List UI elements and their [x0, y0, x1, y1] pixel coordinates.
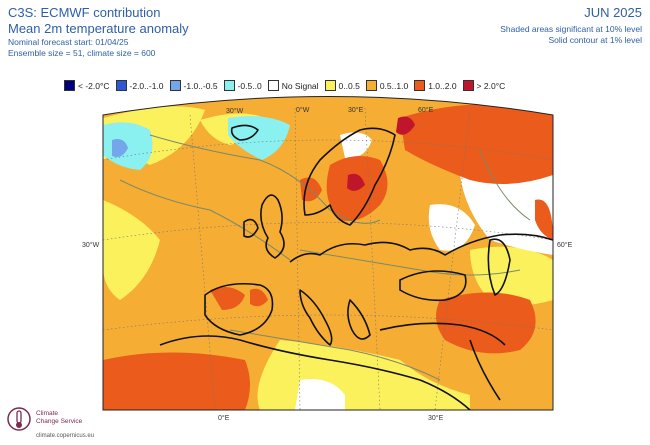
anomaly-patch-gt-2.0	[396, 116, 415, 135]
map-frame	[102, 96, 554, 411]
anomaly-patch-0-0.5	[103, 200, 160, 300]
legend-swatch	[64, 80, 75, 91]
legend-label: < -2.0°C	[78, 80, 110, 91]
anomaly-patch-neg-0.5-0	[228, 116, 290, 160]
legend-item: 0.5..1.0	[365, 80, 409, 91]
legend-item: -0.5..0	[223, 80, 262, 91]
shaded-note: Shaded areas significant at 10% level	[500, 24, 642, 34]
map-field	[103, 96, 553, 410]
legend-swatch	[365, 80, 377, 91]
logo-line1: Climate	[36, 410, 59, 417]
lon-label-30w-left: 30°W	[82, 241, 100, 249]
anomaly-patch-1.0-2.0	[535, 199, 553, 240]
legend-swatch	[169, 80, 181, 91]
legend-item: 1.0..2.0	[414, 80, 457, 91]
color-legend: < -2.0°C -2.0..-1.0 -1.0..-0.5 -0.5..0 No Si…	[64, 80, 511, 91]
legend-swatch	[414, 80, 426, 91]
legend-label: 0.5..1.0	[379, 80, 409, 91]
no-signal-area	[428, 204, 475, 251]
legend-swatch	[324, 80, 336, 91]
legend-swatch	[115, 80, 127, 91]
anomaly-patch-1.0-2.0	[400, 104, 553, 184]
legend-label: No Signal	[281, 80, 319, 91]
significance-contours	[119, 134, 531, 381]
forecast-month: JUN 2025	[584, 5, 642, 20]
legend-item: No Signal	[267, 80, 319, 91]
legend-label: > 2.0°C	[476, 80, 506, 91]
header-right: JUN 2025 Shaded areas significant at 10%…	[500, 5, 642, 46]
anomaly-patch-1.0-2.0	[210, 286, 245, 310]
legend-label: -2.0..-1.0	[129, 80, 164, 91]
anomaly-patch-1.0-2.0	[250, 288, 268, 307]
lon-label-0-top: 0°W	[296, 106, 310, 114]
anomaly-patch-1.0-2.0	[103, 352, 250, 410]
legend-swatch	[462, 80, 474, 91]
anomaly-patch-1.0-2.0	[436, 292, 536, 354]
org-title: C3S: ECMWF contribution	[8, 5, 161, 20]
no-signal-area	[340, 132, 372, 159]
graticule	[102, 107, 554, 411]
lon-label-0-bottom: 0°E	[218, 414, 230, 422]
lon-label-30w-top: 30°W	[226, 107, 244, 115]
legend-item: < -2.0°C	[64, 80, 110, 91]
map-title: Mean 2m temperature anomaly	[8, 21, 189, 36]
logo-line2: Change Service	[36, 418, 83, 425]
lon-label-30e-bottom: 30°E	[428, 414, 444, 422]
legend-item: -1.0..-0.5	[169, 80, 218, 91]
legend-item: 0..0.5	[324, 80, 360, 91]
legend-item: > 2.0°C	[462, 80, 506, 91]
ensemble-size: Ensemble size = 51, climate size = 600	[8, 48, 156, 58]
anomaly-patch-neg-1.0-0.5	[112, 139, 128, 157]
legend-swatch	[267, 80, 279, 91]
forecast-start: Nominal forecast start: 01/04/25	[8, 37, 129, 47]
thermometer-icon	[7, 407, 31, 431]
lon-label-60e-right: 60°E	[557, 241, 573, 249]
legend-label: 0..0.5	[338, 80, 360, 91]
logo-url: climate.copernicus.eu	[36, 433, 95, 439]
coastlines	[159, 124, 554, 411]
header-left: C3S: ECMWF contribution Mean 2m temperat…	[8, 5, 189, 59]
legend-label: -0.5..0	[237, 80, 262, 91]
lon-label-30e-top: 30°E	[348, 106, 364, 114]
legend-label: -1.0..-0.5	[183, 80, 218, 91]
no-signal-area	[295, 379, 345, 410]
lon-label-60e-top: 60°E	[418, 106, 434, 114]
legend-label: 1.0..2.0	[428, 80, 457, 91]
c3s-logo: Climate Change Service	[6, 406, 82, 434]
legend-item: -2.0..-1.0	[115, 80, 164, 91]
anomaly-patch-gt-2.0	[347, 173, 365, 191]
legend-swatch	[223, 80, 235, 91]
contour-note: Solid contour at 1% level	[548, 35, 642, 45]
anomaly-patch-0-0.5	[470, 246, 553, 305]
